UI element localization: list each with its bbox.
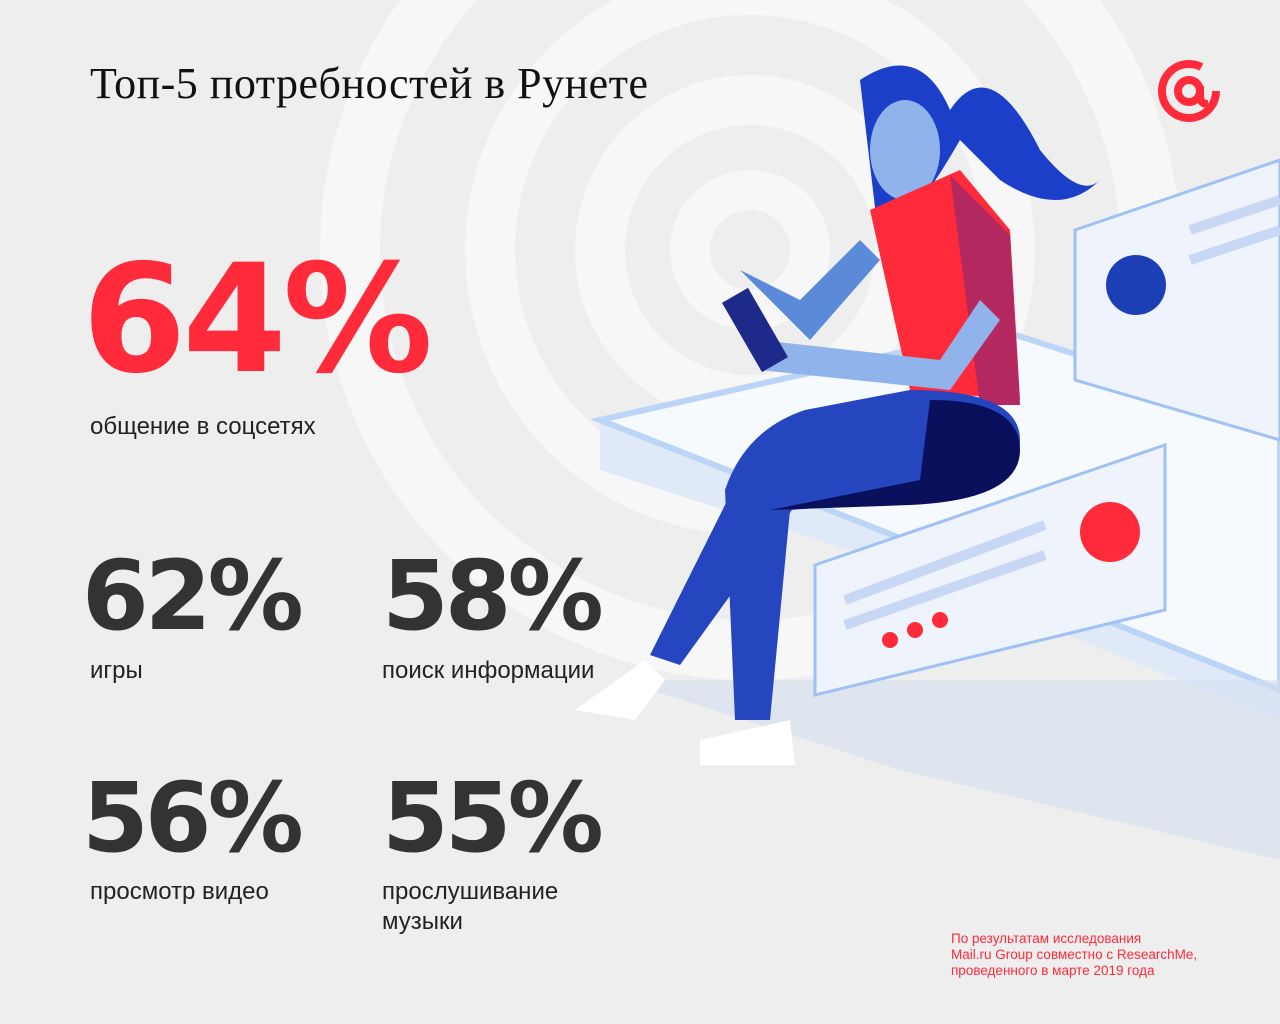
stat-label-games: игры	[90, 657, 143, 684]
footnote-line: Mail.ru Group совместно с ResearchMe,	[951, 947, 1198, 962]
stat-value-video: 56%	[82, 762, 304, 874]
stat-label-video: просмотр видео	[90, 878, 269, 905]
heart-icons	[882, 612, 948, 648]
stat-value-social: 64%	[82, 233, 433, 407]
page-title: Топ-5 потребностей в Рунете	[90, 59, 649, 108]
stat-label-music: прослушивание музыки	[382, 877, 558, 937]
stat-label-music-line1: прослушивание	[382, 878, 559, 905]
stat-label-music-line2: музыки	[382, 908, 463, 935]
mail-ru-logo	[1158, 60, 1220, 122]
source-footnote: По результатам исследования Mail.ru Grou…	[951, 931, 1197, 979]
footnote-line: По результатам исследования	[951, 931, 1142, 946]
stat-label-social: общение в соцсетях	[90, 413, 316, 440]
stat-label-search: поиск информации	[382, 657, 595, 684]
stat-value-games: 62%	[82, 540, 304, 652]
user-avatar-icon	[1080, 502, 1140, 562]
stat-value-music: 55%	[382, 762, 604, 874]
stat-value-search: 58%	[382, 540, 604, 652]
footnote-line: проведенного в марте 2019 года	[951, 963, 1155, 978]
user-avatar-icon	[1106, 255, 1166, 315]
